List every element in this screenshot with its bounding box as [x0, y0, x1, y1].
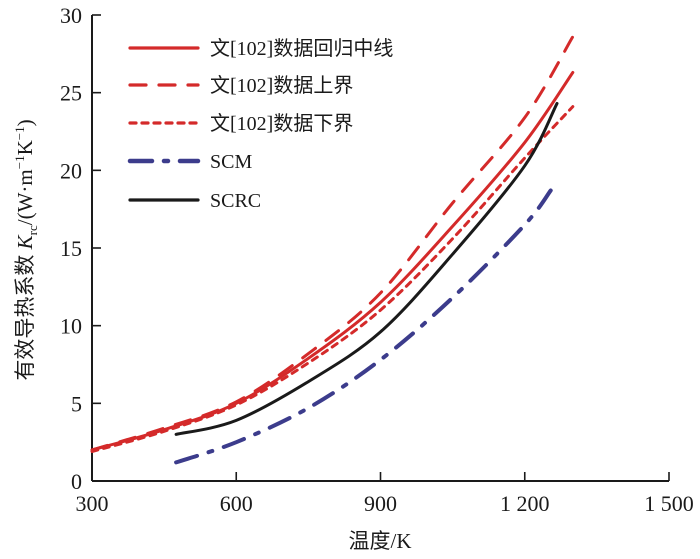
legend-item: 文[102]数据回归中线 — [128, 37, 393, 60]
x-tick-label: 1 200 — [500, 491, 550, 516]
x-tick-label: 300 — [76, 491, 109, 516]
legend-label: 文[102]数据回归中线 — [210, 37, 393, 60]
y-axis-title-subscript: rc — [25, 225, 40, 235]
legend-label: 文[102]数据上界 — [210, 74, 353, 97]
y-ticks: 0 5 10 15 20 25 30 — [60, 3, 101, 494]
x-tick-label: 900 — [364, 491, 397, 516]
series-4 — [174, 188, 553, 465]
y-axis-title-exp2: −1 — [12, 126, 27, 140]
x-tick-label: 1 500 — [644, 491, 694, 516]
y-axis-title-prefix: 有效导热系数 — [13, 249, 37, 380]
y-axis-title-unit-open: /(W·m — [13, 169, 37, 225]
y-axis-title-exp1: −1 — [12, 155, 27, 169]
series-5 — [174, 102, 559, 436]
y-tick-label: 5 — [71, 391, 82, 416]
legend-item: 文[102]数据上界 — [128, 74, 353, 97]
legend-item: SCRC — [128, 190, 261, 212]
series-line — [90, 35, 575, 452]
y-tick-label: 0 — [71, 469, 82, 494]
y-axis-title: 有效导热系数 Krc/(W·m−1K−1) — [12, 119, 40, 380]
axes — [91, 15, 669, 482]
y-axis-title-unit-close: ) — [13, 119, 37, 126]
series-2 — [90, 35, 575, 452]
x-ticks: 300 600 900 1 200 1 500 — [76, 472, 694, 516]
series-line — [90, 105, 575, 453]
x-tick-label: 600 — [220, 491, 253, 516]
y-tick-label: 30 — [60, 3, 82, 28]
y-axis-title-unit-mid: K — [13, 140, 37, 155]
legend-label: SCRC — [210, 190, 261, 212]
y-tick-label: 20 — [60, 158, 82, 183]
x-axis-title: 温度/K — [349, 529, 412, 553]
legend-label: SCM — [210, 151, 252, 173]
legend-item: SCM — [127, 151, 252, 173]
y-tick-label: 15 — [60, 236, 82, 261]
legend-item: 文[102]数据下界 — [128, 112, 353, 135]
legend-label: 文[102]数据下界 — [210, 112, 353, 135]
series-line — [174, 102, 559, 436]
y-axis-title-symbol: K — [13, 234, 37, 250]
series-3 — [90, 105, 575, 453]
series-group — [90, 35, 575, 465]
y-tick-label: 10 — [60, 314, 82, 339]
series-line — [174, 188, 553, 465]
y-tick-label: 25 — [60, 81, 82, 106]
